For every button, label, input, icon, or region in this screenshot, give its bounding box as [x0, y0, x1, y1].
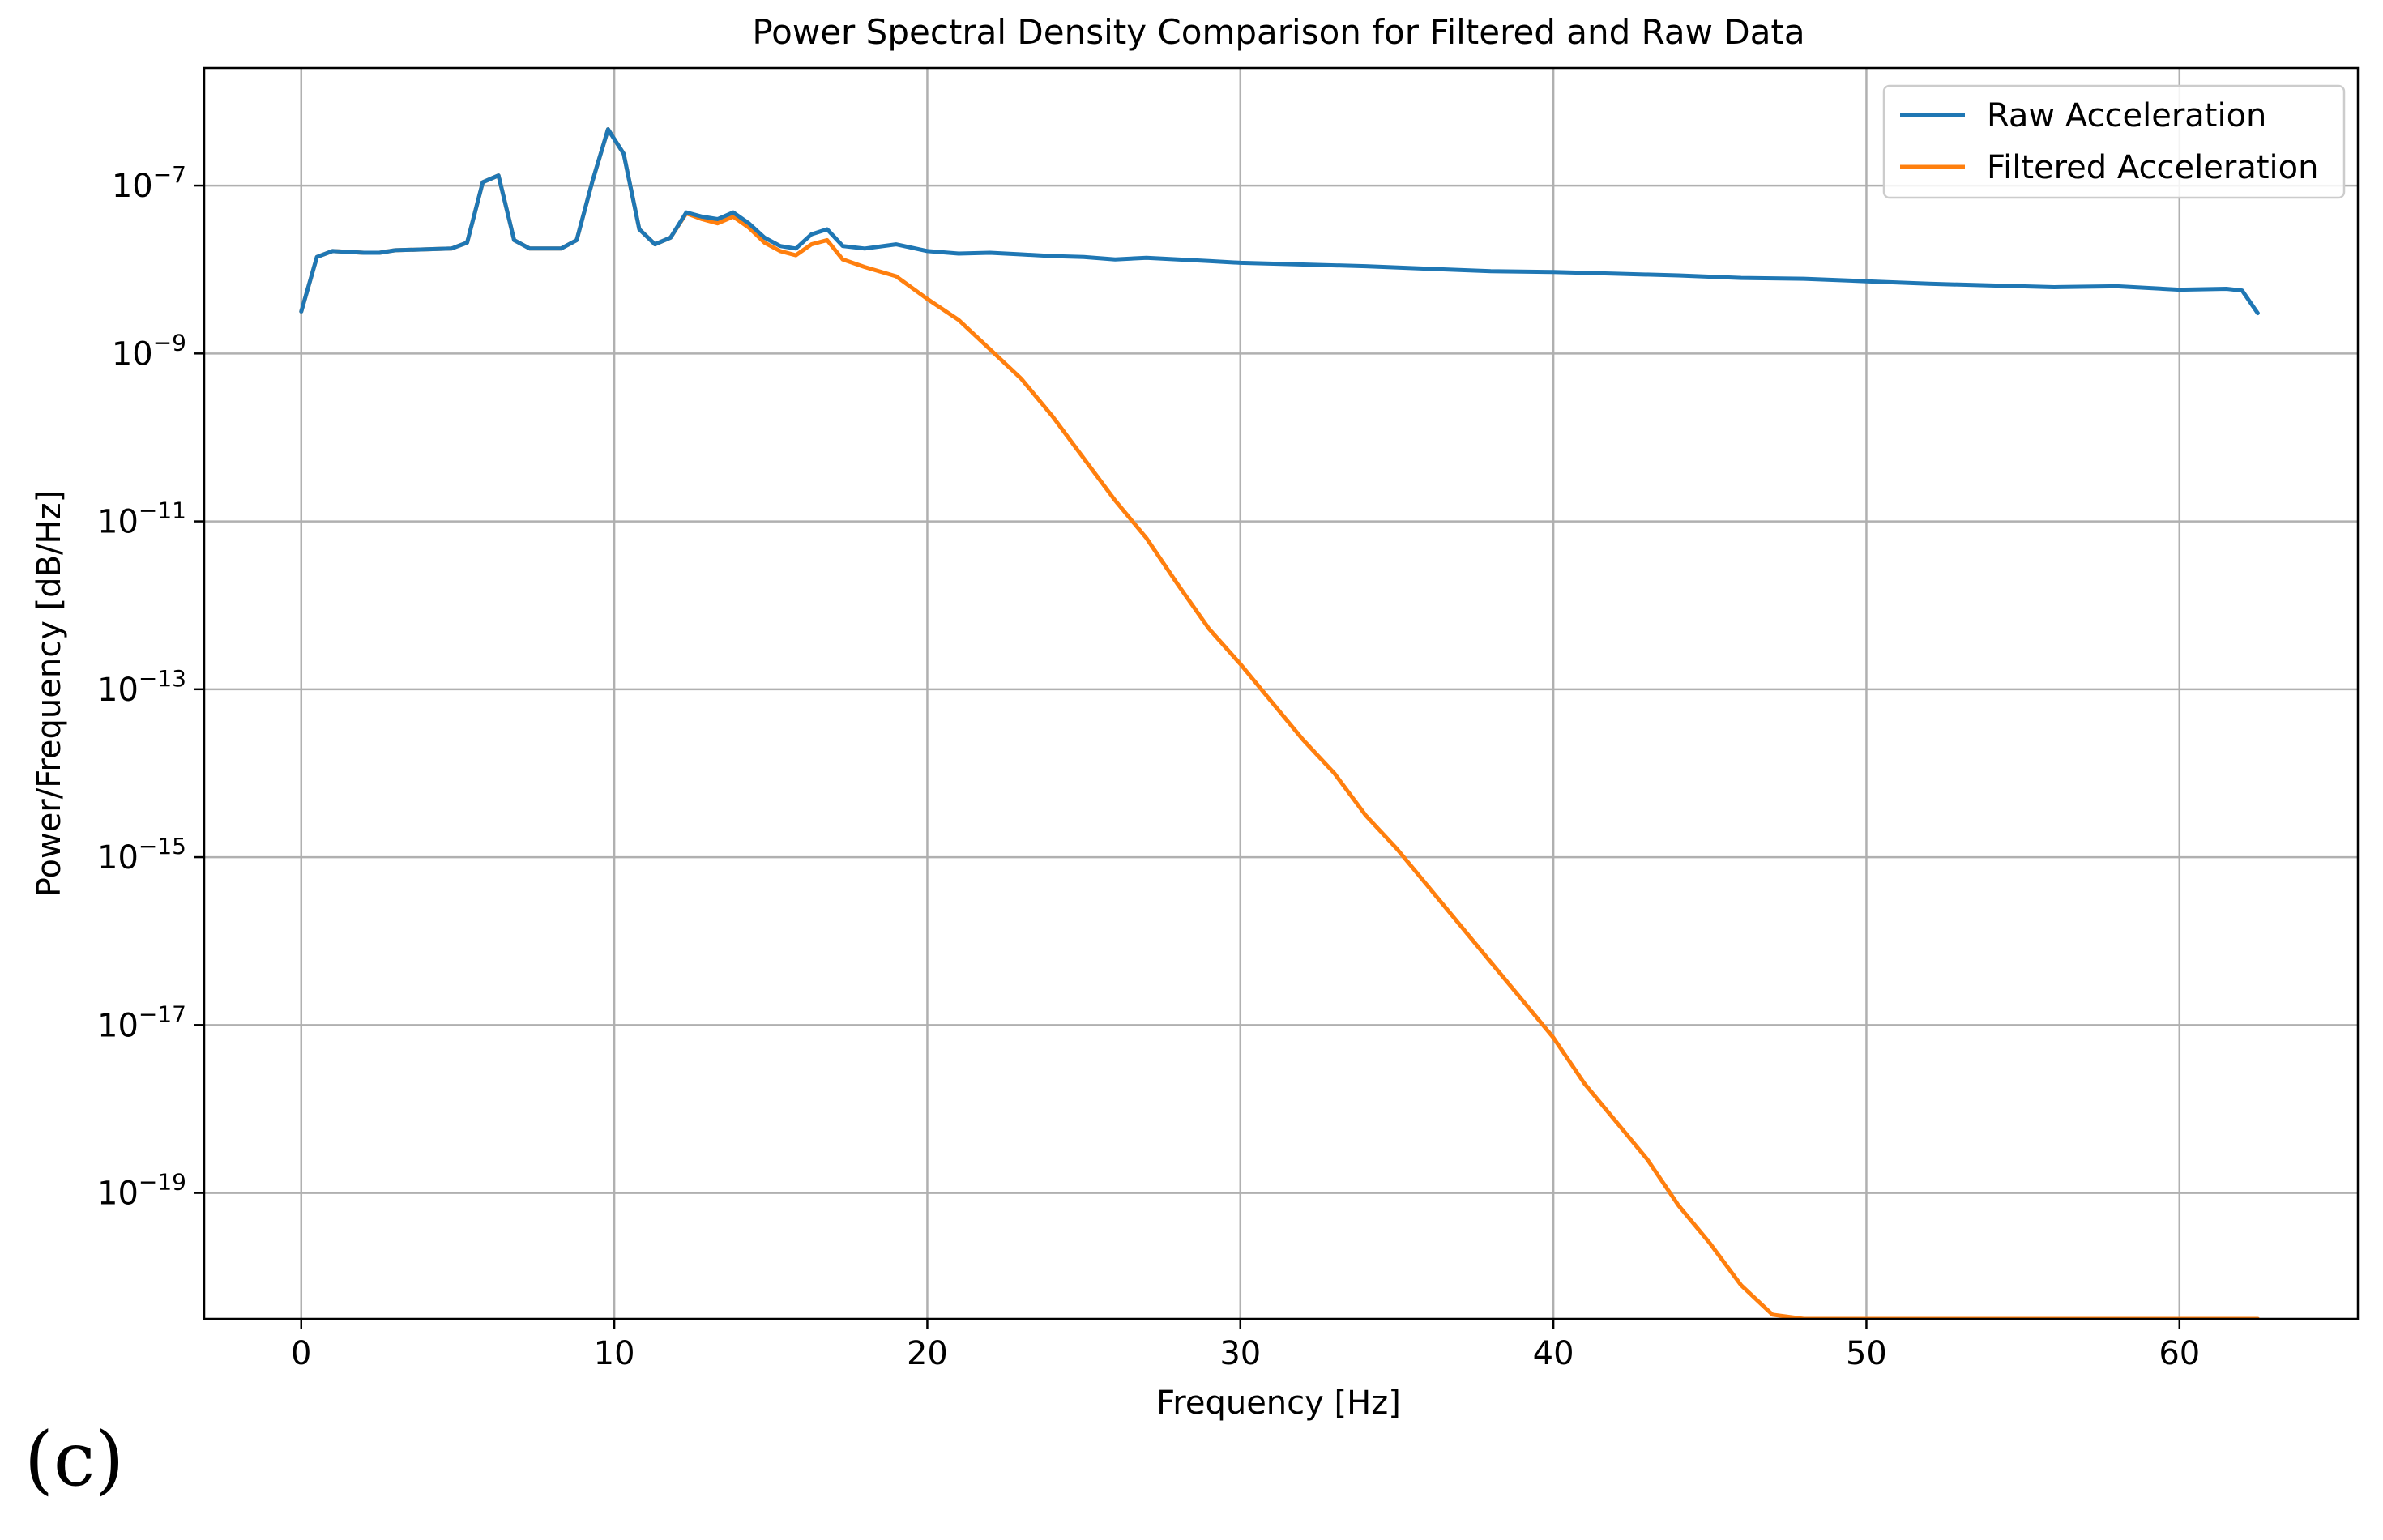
y-tick-label: 10−19 — [97, 1169, 186, 1213]
legend-label-raw: Raw Acceleration — [1987, 97, 2266, 134]
x-tick-label: 10 — [594, 1335, 635, 1372]
chart-title: Power Spectral Density Comparison for Fi… — [752, 12, 1804, 52]
legend-label-filtered: Filtered Acceleration — [1987, 149, 2318, 186]
y-axis-label: Power/Frequency [dB/Hz] — [31, 490, 68, 897]
panel-label: (c) — [24, 1416, 125, 1503]
plot-frame — [203, 66, 2360, 1320]
x-tick-label: 60 — [2159, 1335, 2200, 1372]
legend: Raw Acceleration Filtered Acceleration — [1882, 84, 2346, 199]
series-lines — [299, 127, 2260, 1319]
y-tick-label: 10−11 — [97, 497, 186, 541]
x-tick-label: 50 — [1846, 1335, 1887, 1372]
y-tick-label: 10−9 — [112, 329, 186, 373]
x-tick-label: 40 — [1533, 1335, 1574, 1372]
x-tick-label: 30 — [1219, 1335, 1261, 1372]
x-tick-label: 0 — [291, 1335, 311, 1372]
y-tick-label: 10−7 — [112, 161, 186, 205]
x-axis-label: Frequency [Hz] — [1156, 1384, 1401, 1422]
y-tick-label: 10−15 — [97, 833, 186, 877]
y-tick-label: 10−17 — [97, 1000, 186, 1044]
filtered-acceleration-line — [299, 127, 2260, 1319]
y-tick-label: 10−13 — [97, 665, 186, 709]
axis-ticks: 0 10 20 30 40 50 60 10−7 10−9 10−11 10−13 10−15 10−1… — [97, 161, 2200, 1372]
legend-box — [1882, 84, 2346, 199]
raw-acceleration-line — [299, 127, 2260, 316]
x-tick-label: 20 — [907, 1335, 948, 1372]
grid — [204, 68, 2358, 1319]
